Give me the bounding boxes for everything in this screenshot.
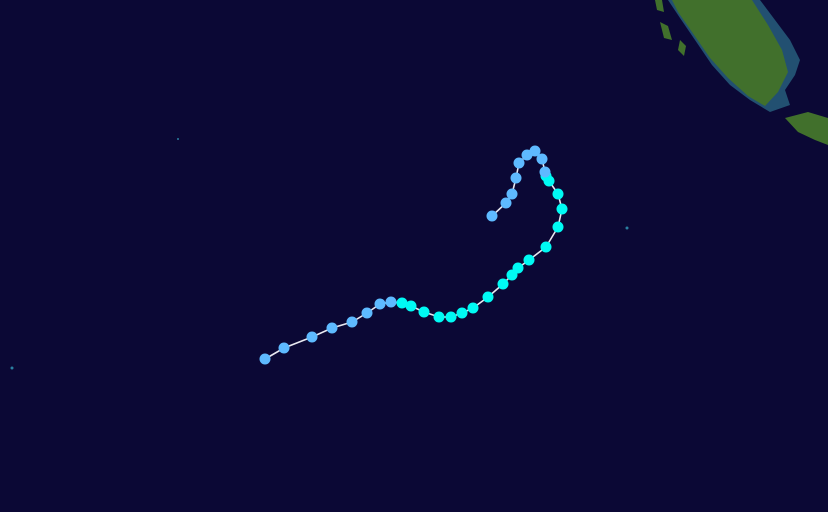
track-point-storm	[418, 306, 430, 318]
track-point-storm	[552, 221, 564, 233]
track-point-storm	[540, 241, 552, 253]
track-point-storm	[497, 278, 509, 290]
track-point-depression	[506, 188, 518, 200]
track-point-storm	[467, 302, 479, 314]
track-point-depression	[539, 166, 551, 178]
track-point-depression	[306, 331, 318, 343]
track-point-storm	[552, 188, 564, 200]
track-point-storm	[445, 311, 457, 323]
track-point-storm	[482, 291, 494, 303]
track-point-storm	[456, 307, 468, 319]
track-point-depression	[513, 157, 525, 169]
track-point-storm	[523, 254, 535, 266]
track-point-storm	[512, 262, 524, 274]
track-point-depression	[326, 322, 338, 334]
track-point-depression	[510, 172, 522, 184]
track-point-storm	[433, 311, 445, 323]
track-point-storm	[556, 203, 568, 215]
track-point-depression	[521, 149, 533, 161]
track-point-depression	[500, 197, 512, 209]
track-point-storm	[405, 300, 417, 312]
track-point-depression	[259, 353, 271, 365]
track-point-depression	[385, 296, 397, 308]
track-point-depression	[486, 210, 498, 222]
track-point-depression	[536, 153, 548, 165]
track-points	[259, 145, 568, 365]
sumatra-landmass	[10, 0, 828, 370]
track-point-depression	[361, 307, 373, 319]
track-point-storm	[396, 297, 408, 309]
track-point-depression	[374, 298, 386, 310]
track-point-depression	[278, 342, 290, 354]
track-point-depression	[346, 316, 358, 328]
